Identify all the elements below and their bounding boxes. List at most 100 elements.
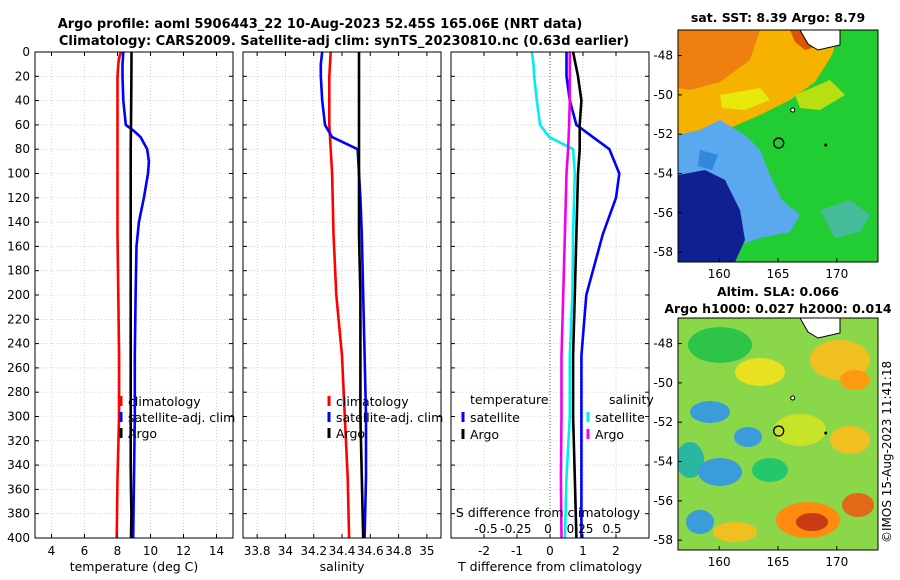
- difference-x-tick-label: -1: [511, 544, 523, 558]
- diff-legend-label: satellite: [470, 410, 520, 425]
- sla_map-x-tick-label: 160: [708, 555, 731, 569]
- salinity-legend-label: Argo: [336, 426, 365, 441]
- y-tick-label: 40: [15, 94, 30, 108]
- sst_map-y-tick-label: -56: [653, 206, 673, 220]
- temperature-x-axis-label: temperature (deg C): [70, 559, 199, 574]
- salinity-x-tick-label: 33.8: [244, 544, 271, 558]
- sst-map-axes: 160 165 170 -48 -50 -52 -54 -56 -58: [653, 49, 848, 281]
- difference-series-2: [530, 51, 577, 539]
- sla-map-title-line1: Altim. SLA: 0.066: [717, 284, 839, 299]
- salinity-x-tick-label: 34: [278, 544, 293, 558]
- temperature-legend-label: climatology: [128, 394, 201, 409]
- sst_map-x-tick-label: 170: [825, 267, 848, 281]
- figure-title-line1: Argo profile: aoml 5906443_22 10-Aug-202…: [58, 17, 583, 32]
- difference-x-tick-label: 2: [612, 544, 620, 558]
- y-tick-label: 160: [7, 239, 30, 253]
- diff-legend-label: Argo: [595, 427, 624, 442]
- y-tick-label: 320: [7, 434, 30, 448]
- y-tick-label: 220: [7, 312, 30, 326]
- y-tick-label: 280: [7, 385, 30, 399]
- salinity-series-0: [327, 51, 351, 539]
- y-tick-label: 80: [15, 142, 30, 156]
- difference-x-tick-label: -2: [478, 544, 490, 558]
- diff-legend-label: Argo: [470, 427, 499, 442]
- sst_map-argo-marker: [773, 137, 785, 149]
- salinity-x-tick-label: 35: [419, 544, 434, 558]
- y-tick-label: 360: [7, 482, 30, 496]
- diff-s-tick-label: 0.25: [567, 522, 594, 536]
- temperature-x-tick-label: 8: [114, 544, 122, 558]
- y-tick-label: 240: [7, 337, 30, 351]
- temperature-series-2: [129, 51, 133, 539]
- y-tick-label: 340: [7, 458, 30, 472]
- y-tick-label: 260: [7, 361, 30, 375]
- imos-credit: ©IMOS 15-Aug-2023 11:41:18: [880, 361, 894, 543]
- salinity-series-2: [357, 52, 365, 539]
- temperature-x-tick-label: 6: [81, 544, 89, 558]
- y-tick-label: 380: [7, 507, 30, 521]
- diff-s-axis-label: S difference from climatology: [456, 505, 641, 520]
- salinity-x-tick-label: 34.4: [329, 544, 356, 558]
- diff-s-tick-label: -0.25: [500, 522, 531, 536]
- difference-panel: -2 -1 0 1 2T difference from climatology temp…: [450, 51, 654, 574]
- diff-legend-header-salinity: salinity: [609, 392, 654, 407]
- salinity-x-tick-label: 34.2: [300, 544, 327, 558]
- salinity-x-axis-label: salinity: [320, 559, 365, 574]
- y-tick-label: 300: [7, 410, 30, 424]
- sla-map-image: [678, 318, 878, 550]
- diff-s-tick-label: 0: [544, 522, 552, 536]
- sla_map-y-tick-label: -58: [653, 533, 673, 547]
- y-tick-label: 0: [22, 45, 30, 59]
- sst_map-y-tick-label: -58: [653, 245, 673, 259]
- sla_map-island-marker: [824, 431, 828, 435]
- sst-map-title: sat. SST: 8.39 Argo: 8.79: [691, 10, 865, 25]
- y-tick-label: 180: [7, 264, 30, 278]
- temperature-series-0: [115, 51, 123, 539]
- difference-x-axis-label: T difference from climatology: [457, 559, 643, 574]
- sla_map-island-marker: [790, 395, 796, 401]
- sla_map-y-tick-label: -56: [653, 494, 673, 508]
- diff-s-tick-label: -0.5: [474, 522, 497, 536]
- figure-title-line2: Climatology: CARS2009. Satellite-adj cli…: [59, 34, 629, 49]
- sla_map-y-tick-label: -52: [653, 415, 673, 429]
- y-tick-label: 140: [7, 215, 30, 229]
- y-tick-label: 100: [7, 167, 30, 181]
- salinity-legend-label: satellite-adj. clim: [336, 410, 443, 425]
- difference-series-3: [559, 52, 572, 539]
- sst-map-image: [678, 30, 878, 262]
- temperature-x-tick-label: 10: [143, 544, 158, 558]
- temperature-x-tick-label: 4: [48, 544, 56, 558]
- difference-x-tick-label: 1: [579, 544, 587, 558]
- sla_map-argo-marker: [773, 425, 785, 437]
- sst_map-y-tick-label: -48: [653, 49, 673, 63]
- temperature-x-tick-label: 14: [209, 544, 224, 558]
- salinity-x-tick-label: 34.6: [357, 544, 384, 558]
- salinity-panel: 33.8 34 34.2 34.4 34.6 34.8 35 salinity climatol…: [242, 51, 443, 574]
- sla_map-x-tick-label: 170: [825, 555, 848, 569]
- diff-legend-label: satellite: [595, 410, 645, 425]
- sst_map-y-tick-label: -50: [653, 88, 673, 102]
- sla-map-axes: 160 165 170 -48 -50 -52 -54 -56 -58: [653, 337, 848, 569]
- difference-series-1: [571, 51, 583, 539]
- y-tick-label: 120: [7, 191, 30, 205]
- diff-s-tick-label: 0.5: [602, 522, 621, 536]
- sla_map-y-tick-label: -48: [653, 337, 673, 351]
- sst_map-island-marker: [824, 143, 828, 147]
- difference-series-0: [565, 52, 621, 538]
- difference-x-tick-label: 0: [546, 544, 554, 558]
- temperature-legend-label: satellite-adj. clim: [128, 410, 235, 425]
- temperature-legend-label: Argo: [128, 426, 157, 441]
- sst_map-y-tick-label: -54: [653, 167, 673, 181]
- sst_map-x-tick-label: 165: [767, 267, 790, 281]
- salinity-x-tick-label: 34.8: [385, 544, 412, 558]
- sst_map-x-tick-label: 160: [708, 267, 731, 281]
- y-tick-label: 20: [15, 69, 30, 83]
- sla-map-title-line2: Argo h1000: 0.027 h2000: 0.014: [664, 301, 892, 316]
- y-tick-label: 60: [15, 118, 30, 132]
- temperature-series-1: [121, 51, 151, 539]
- salinity-legend-label: climatology: [336, 394, 409, 409]
- temperature-panel: 0 20 40 60 80 100 120 140 160 180 200 220 240 260 280 3…: [7, 45, 235, 574]
- y-tick-label: 400: [7, 531, 30, 545]
- diff-legend-header-temperature: temperature: [470, 392, 549, 407]
